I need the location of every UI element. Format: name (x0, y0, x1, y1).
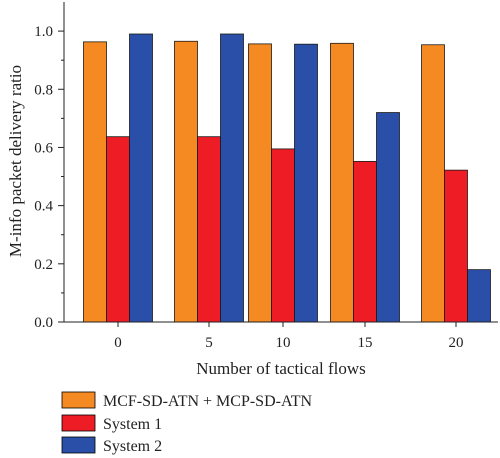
legend-swatch-series-1 (61, 391, 96, 409)
legend-label-series-1: MCF-SD-ATN + MCP-SD-ATN (103, 393, 313, 410)
bar-series-2-cat-5 (197, 136, 221, 323)
y-tick-label: 0.2 (34, 257, 53, 273)
bar-series-1-cat-15 (330, 42, 354, 323)
bar-series-2-cat-0 (106, 136, 130, 323)
bar-series-3-cat-15 (376, 112, 400, 323)
bar-series-1-cat-5 (174, 40, 198, 323)
x-tick-label: 15 (358, 335, 373, 351)
y-tick-label: 0.8 (34, 82, 53, 98)
legend-label-series-2: System 1 (103, 416, 162, 433)
y-tick-label: 1.0 (34, 24, 53, 40)
legend: MCF-SD-ATN + MCP-SD-ATN System 1 System … (61, 391, 313, 455)
y-axis-label: M-info packet delivery ratio (6, 65, 25, 257)
bar-series-2-cat-20 (444, 169, 468, 323)
y-tick-label: 0.0 (34, 315, 53, 331)
bar-series-3-cat-20 (467, 269, 491, 323)
x-tick-label: 10 (276, 335, 291, 351)
bar-series-1-cat-20 (421, 44, 445, 323)
axes-layer: 0.0 0.2 0.4 0.6 0.8 1.0 0 5 10 15 20 (34, 2, 498, 351)
y-tick-label: 0.4 (34, 199, 53, 215)
bar-series-2-cat-10 (271, 148, 295, 323)
bar-series-3-cat-5 (220, 33, 244, 323)
bars-layer (83, 33, 491, 323)
bar-series-2-cat-15 (353, 161, 377, 323)
legend-swatch-series-3 (61, 436, 96, 454)
legend-swatch-series-2 (61, 414, 96, 432)
bar-series-1-cat-0 (83, 41, 107, 323)
x-tick-label: 5 (205, 335, 213, 351)
x-tick-label: 0 (114, 335, 122, 351)
y-tick-label: 0.6 (34, 140, 53, 156)
bar-series-1-cat-10 (248, 43, 272, 323)
x-axis-label: Number of tactical flows (196, 359, 365, 378)
legend-label-series-3: System 2 (103, 438, 162, 455)
axis-labels-layer: Number of tactical flows M-info packet d… (6, 65, 366, 378)
x-tick-label: 20 (449, 335, 464, 351)
bar-series-3-cat-10 (294, 43, 318, 323)
bar-series-3-cat-0 (129, 33, 153, 323)
